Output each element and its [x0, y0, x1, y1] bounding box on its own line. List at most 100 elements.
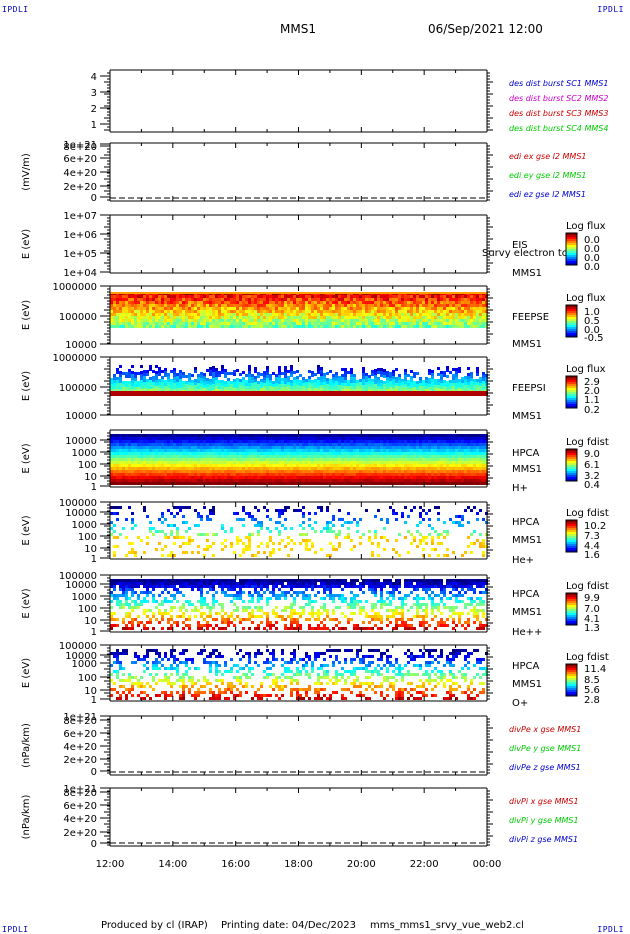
heatmap-cell	[362, 319, 365, 322]
heatmap-cell	[266, 319, 269, 322]
heatmap-cell	[470, 304, 473, 307]
heatmap-cell	[449, 322, 452, 325]
heatmap-cell	[254, 298, 257, 301]
heatmap-cell	[146, 370, 149, 373]
heatmap-cell	[266, 476, 269, 479]
heatmap-cell	[320, 479, 323, 482]
heatmap-cell	[410, 482, 413, 485]
heatmap-cell	[380, 449, 383, 452]
heatmap-cell	[161, 382, 164, 385]
heatmap-cell	[278, 476, 281, 479]
heatmap-cell	[467, 310, 470, 313]
heatmap-cell	[236, 378, 239, 381]
heatmap-cell	[305, 310, 308, 313]
heatmap-cell	[443, 394, 446, 396]
heatmap-cell	[218, 473, 221, 476]
heatmap-cell	[281, 452, 284, 455]
heatmap-cell	[221, 380, 224, 383]
heatmap-cell	[326, 391, 329, 394]
heatmap-cell	[302, 455, 305, 458]
heatmap-cell	[227, 298, 230, 301]
heatmap-cell	[275, 383, 278, 386]
heatmap-cell	[128, 313, 131, 316]
heatmap-cell	[452, 301, 455, 304]
heatmap-cell	[467, 295, 470, 298]
heatmap-cell	[272, 394, 275, 396]
heatmap-cell	[476, 385, 479, 388]
heatmap-cell	[161, 325, 164, 328]
heatmap-cell	[350, 307, 353, 310]
heatmap-cell	[275, 391, 278, 394]
heatmap-cell	[140, 313, 143, 316]
heatmap-cell	[275, 377, 278, 380]
heatmap-cell	[158, 464, 161, 467]
heatmap-cell	[302, 446, 305, 449]
heatmap-cell	[200, 325, 203, 328]
heatmap-cell	[170, 385, 173, 388]
heatmap-cell	[134, 301, 137, 304]
heatmap-cell	[191, 464, 194, 467]
heatmap-cell	[248, 458, 251, 461]
heatmap-cell	[221, 467, 224, 470]
heatmap-cell	[224, 381, 227, 384]
heatmap-cell	[257, 437, 260, 440]
heatmap-cell	[152, 449, 155, 452]
heatmap-cell	[284, 304, 287, 307]
heatmap-cell	[362, 391, 365, 394]
heatmap-cell	[119, 473, 122, 476]
heatmap-cell	[464, 307, 467, 310]
heatmap-cell	[302, 437, 305, 440]
heatmap-cell	[188, 379, 191, 382]
heatmap-cell	[305, 461, 308, 464]
heatmap-cell	[158, 367, 161, 370]
heatmap-cell	[392, 434, 395, 437]
heatmap-cell	[416, 452, 419, 455]
heatmap-cell	[347, 470, 350, 473]
heatmap-cell	[269, 391, 272, 394]
heatmap-cell	[134, 319, 137, 322]
heatmap-cell	[320, 470, 323, 473]
heatmap-cell	[275, 446, 278, 449]
heatmap-cell	[119, 391, 122, 394]
heatmap-cell	[365, 322, 368, 325]
heatmap-cell	[116, 467, 119, 470]
heatmap-cell	[422, 461, 425, 464]
heatmap-cell	[275, 325, 278, 328]
heatmap-cell	[446, 307, 449, 310]
heatmap-cell	[374, 369, 377, 372]
heatmap-cell	[371, 304, 374, 307]
heatmap-cell	[254, 304, 257, 307]
heatmap-cell	[257, 381, 260, 384]
heatmap-cell	[431, 382, 434, 385]
heatmap-cell	[203, 452, 206, 455]
heatmap-cell	[173, 452, 176, 455]
heatmap-cell	[425, 440, 428, 443]
heatmap-cell	[278, 473, 281, 476]
heatmap-cell	[440, 313, 443, 316]
heatmap-cell	[401, 449, 404, 452]
heatmap-cell	[347, 304, 350, 307]
heatmap-cell	[143, 301, 146, 304]
heatmap-cell	[188, 482, 191, 485]
heatmap-cell	[119, 377, 122, 380]
heatmap-cell	[242, 377, 245, 380]
heatmap-cell	[440, 310, 443, 313]
heatmap-cell	[386, 464, 389, 467]
heatmap-cell	[326, 319, 329, 322]
heatmap-cell	[311, 476, 314, 479]
heatmap-cell	[290, 316, 293, 319]
heatmap-cell	[389, 482, 392, 485]
heatmap-cell	[275, 386, 278, 389]
heatmap-cell	[173, 319, 176, 322]
heatmap-cell	[476, 394, 479, 396]
heatmap-cell	[224, 384, 227, 387]
heatmap-cell	[368, 384, 371, 387]
heatmap-cell	[251, 380, 254, 383]
heatmap-cell	[179, 461, 182, 464]
heatmap-cell	[380, 374, 383, 377]
heatmap-cell	[266, 394, 269, 396]
heatmap-cell	[350, 383, 353, 386]
heatmap-cell	[413, 387, 416, 390]
heatmap-cell	[341, 467, 344, 470]
heatmap-cell	[311, 371, 314, 374]
